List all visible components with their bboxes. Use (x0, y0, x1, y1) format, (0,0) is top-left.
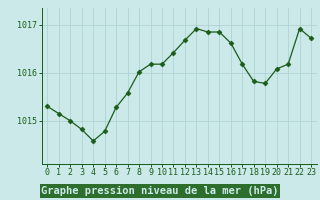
Text: Graphe pression niveau de la mer (hPa): Graphe pression niveau de la mer (hPa) (41, 186, 279, 196)
